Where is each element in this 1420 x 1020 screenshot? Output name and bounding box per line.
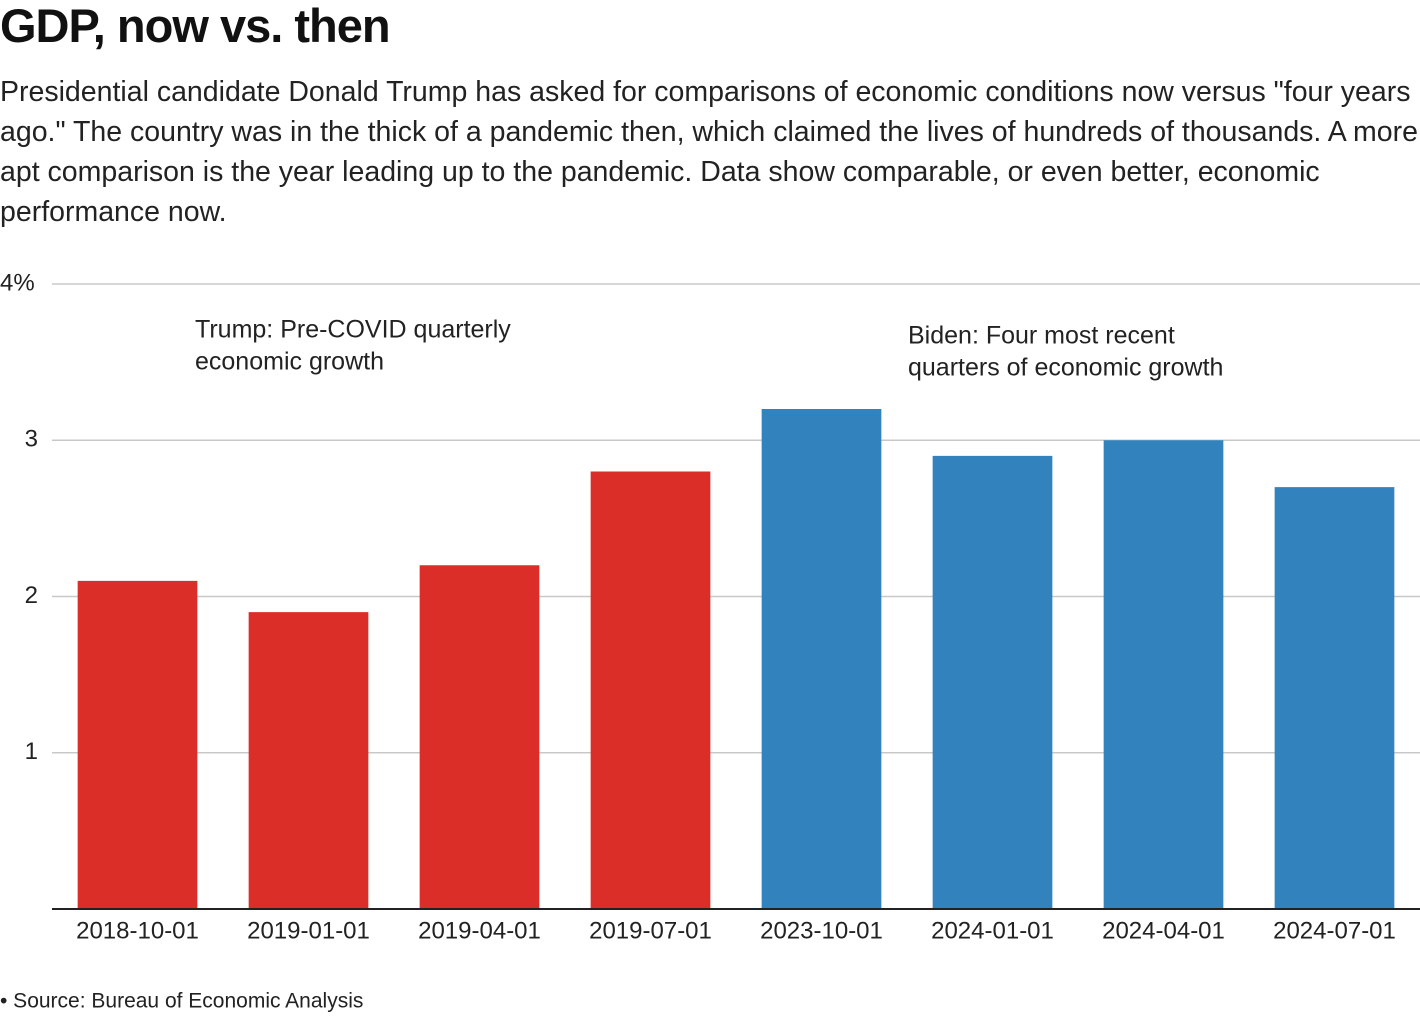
y-tick-label: 2 — [25, 582, 38, 609]
x-tick-label: 2024-01-01 — [931, 917, 1054, 944]
y-tick-label: 1 — [25, 738, 38, 765]
bar — [1274, 487, 1395, 909]
x-tick-label: 2019-04-01 — [418, 917, 541, 944]
bar — [419, 565, 540, 909]
x-tick-label: 2018-10-01 — [76, 917, 199, 944]
x-tick-label: 2019-01-01 — [247, 917, 370, 944]
bar — [932, 455, 1053, 909]
annotation: economic growth — [195, 348, 384, 376]
y-tick-label: 3 — [25, 426, 38, 453]
x-tick-label: 2019-07-01 — [589, 917, 712, 944]
annotation: quarters of economic growth — [908, 354, 1223, 382]
annotation: Biden: Four most recent — [908, 322, 1175, 350]
bar — [590, 471, 711, 909]
chart-title: GDP, now vs. then — [0, 0, 391, 52]
chart-subtitle: Presidential candidate Donald Trump has … — [0, 76, 1418, 228]
x-tick-label: 2024-07-01 — [1273, 917, 1396, 944]
x-tick-label: 2024-04-01 — [1102, 917, 1225, 944]
bar — [77, 580, 198, 909]
bar — [248, 612, 369, 909]
source: • Source: Bureau of Economic Analysis — [0, 990, 363, 1013]
annotation: Trump: Pre-COVID quarterly — [195, 316, 511, 344]
y-tick-label: 4% — [0, 269, 35, 296]
bar — [1103, 440, 1224, 909]
bar — [761, 409, 882, 909]
x-tick-label: 2023-10-01 — [760, 917, 883, 944]
